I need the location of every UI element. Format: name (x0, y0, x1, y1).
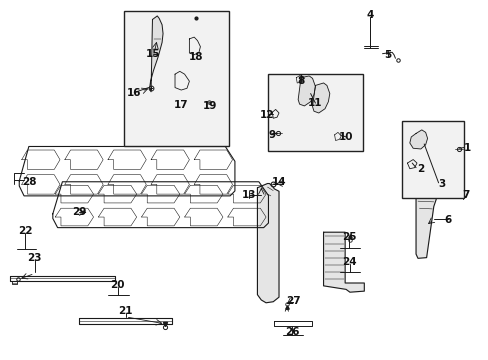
Text: 20: 20 (110, 280, 124, 290)
Bar (123, 12, 229, 147)
Text: 13: 13 (242, 190, 256, 200)
Polygon shape (409, 130, 427, 149)
Bar (267, 74, 363, 151)
Text: 15: 15 (146, 49, 161, 59)
Text: 24: 24 (342, 257, 357, 267)
Text: 25: 25 (341, 232, 355, 242)
Text: 12: 12 (260, 110, 274, 120)
Text: 1: 1 (463, 143, 470, 153)
Polygon shape (323, 232, 364, 292)
Text: 18: 18 (188, 52, 203, 62)
Text: 5: 5 (384, 50, 391, 60)
Text: 19: 19 (203, 101, 217, 111)
Text: 23: 23 (27, 253, 42, 263)
Text: 28: 28 (22, 177, 37, 187)
Polygon shape (415, 188, 435, 258)
Text: 21: 21 (118, 306, 133, 316)
Text: 7: 7 (461, 190, 468, 200)
Bar (401, 121, 463, 198)
Text: 26: 26 (285, 327, 299, 337)
Text: 22: 22 (18, 226, 32, 236)
Text: 14: 14 (271, 177, 286, 187)
Text: 8: 8 (297, 76, 304, 86)
Polygon shape (298, 76, 315, 106)
Polygon shape (312, 83, 329, 113)
Polygon shape (257, 184, 279, 303)
Text: 29: 29 (72, 207, 86, 217)
Text: 2: 2 (416, 165, 424, 174)
Text: 3: 3 (437, 179, 445, 189)
Text: 17: 17 (174, 100, 188, 110)
Text: 11: 11 (307, 98, 322, 108)
Text: 27: 27 (285, 296, 300, 306)
Text: 10: 10 (338, 132, 353, 142)
Polygon shape (149, 16, 163, 92)
Text: 16: 16 (127, 87, 141, 98)
Text: 4: 4 (366, 10, 373, 20)
Text: 6: 6 (444, 215, 451, 225)
Text: 9: 9 (268, 130, 275, 140)
